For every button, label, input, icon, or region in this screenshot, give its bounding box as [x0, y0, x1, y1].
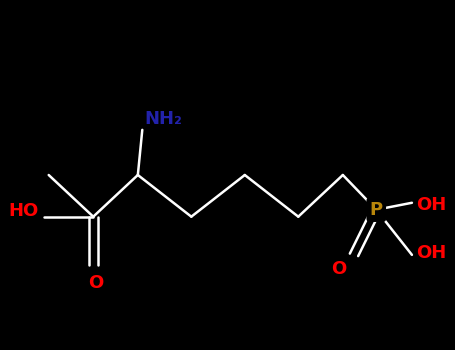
Text: O: O [88, 274, 103, 292]
Text: O: O [331, 260, 346, 278]
Text: P: P [370, 201, 383, 219]
Text: HO: HO [9, 202, 39, 220]
Text: OH: OH [416, 196, 447, 213]
Text: NH₂: NH₂ [145, 110, 182, 128]
Text: OH: OH [416, 244, 447, 262]
